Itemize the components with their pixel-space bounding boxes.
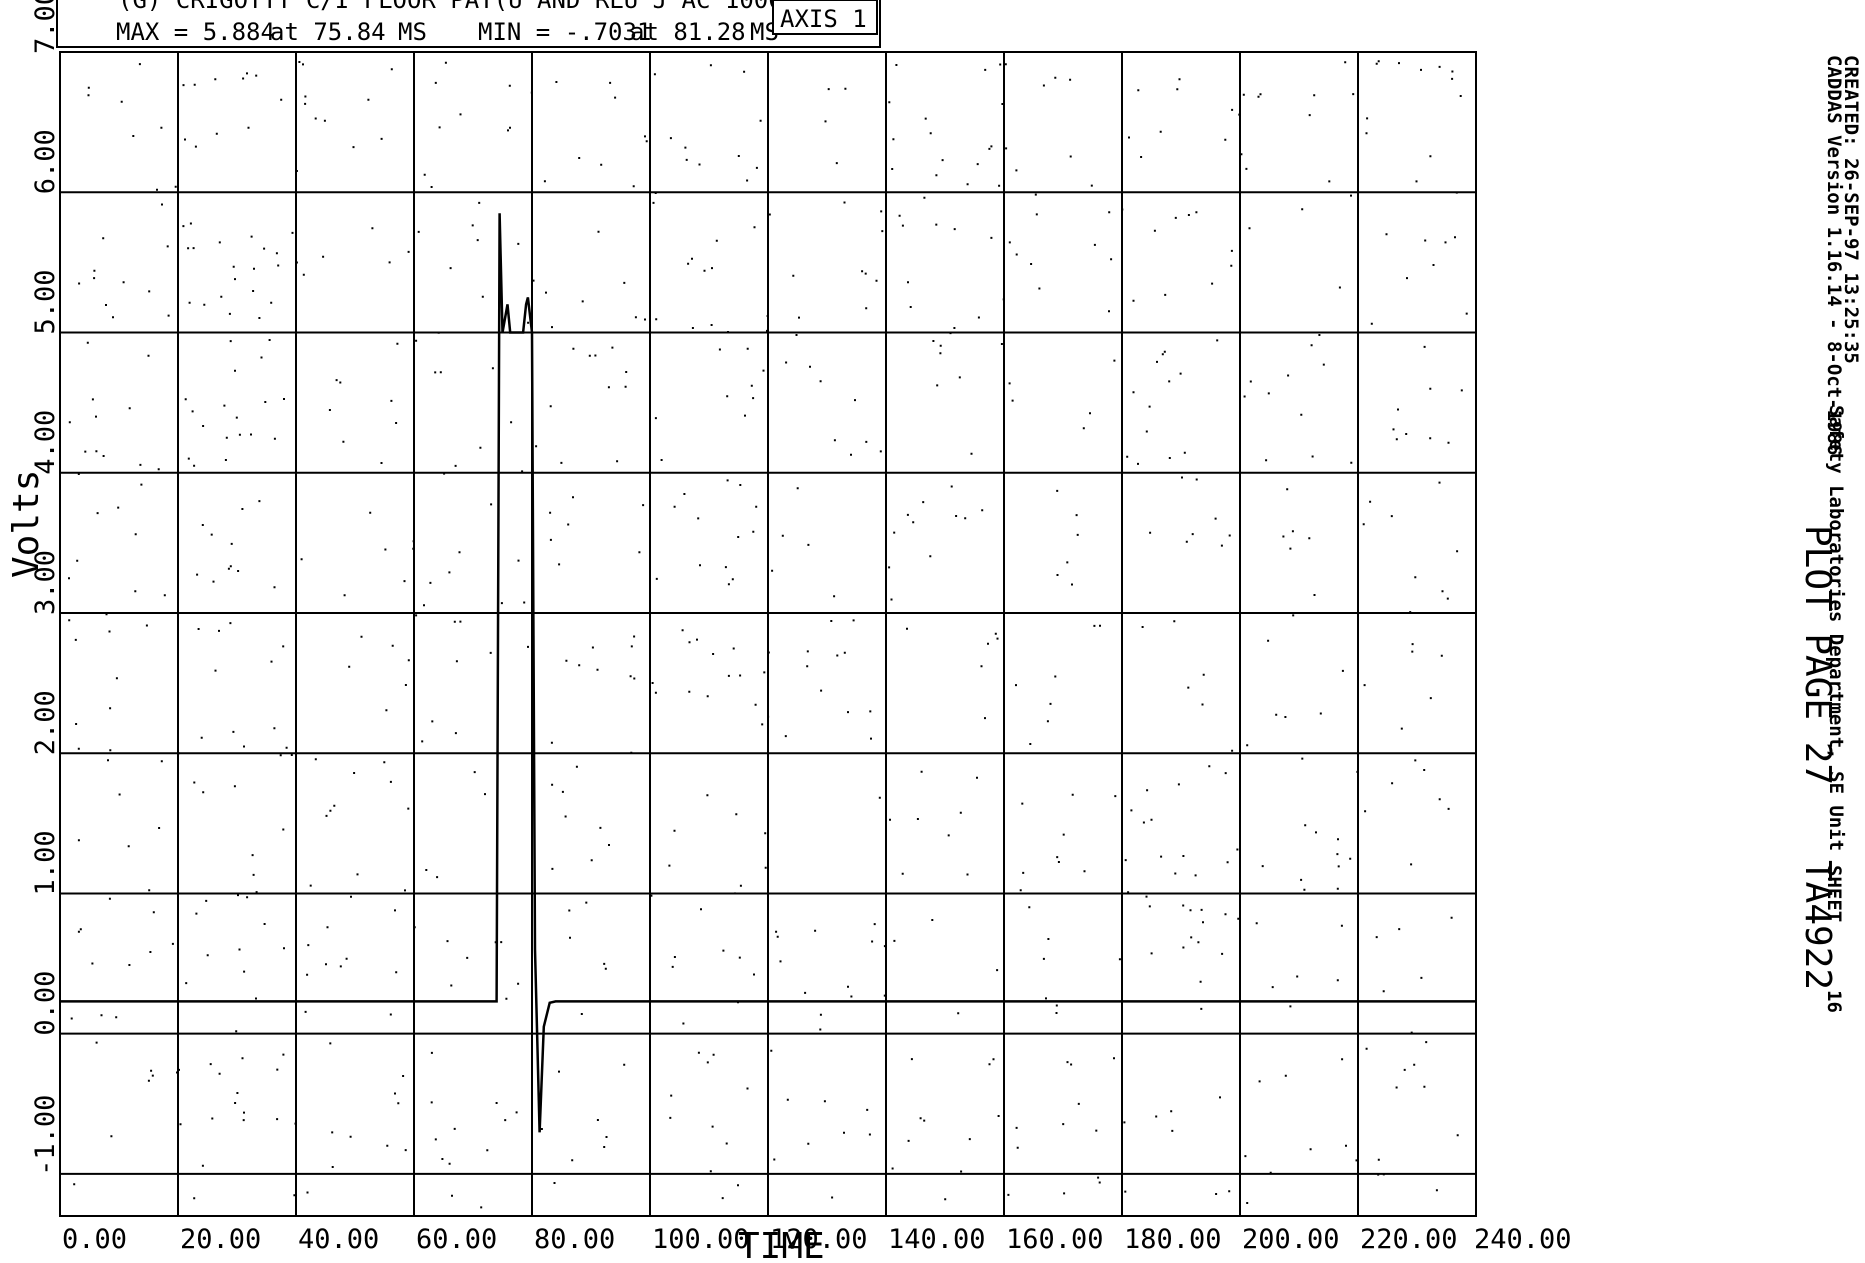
max-readout: MAX = 5.884	[116, 18, 275, 46]
axis-box	[772, 0, 878, 35]
x-tick-label: 100.00	[652, 1224, 750, 1255]
x-tick-label: 220.00	[1360, 1224, 1458, 1255]
y-tick-label: 7.00	[30, 0, 61, 54]
min-readout: MIN = -.7031	[478, 18, 651, 46]
y-tick-label: 3.00	[30, 550, 61, 615]
header-box	[56, 0, 881, 48]
x-tick-label: 240.00	[1474, 1224, 1572, 1255]
department-line: Safety Laboratories Department, SE Unit	[1825, 405, 1847, 851]
sheet-label: SHEET	[1823, 865, 1845, 922]
grid-lines	[59, 51, 1477, 1217]
x-tick-label: 140.00	[888, 1224, 986, 1255]
header-channel-line: (G) CRIGOTTT C/I FLOOR PAT(U AND RLU J A…	[118, 0, 797, 14]
y-axis-label: Volts	[6, 470, 47, 578]
x-axis-label: TIME	[738, 1226, 825, 1263]
created-line: CREATED: 26-SEP-97 13:25:35	[1840, 55, 1862, 364]
plot-page-label: PLOT PAGE 27	[1797, 525, 1838, 785]
software-line: CADDAS Version 1.16.14 - 8-Oct-1986	[1823, 55, 1845, 455]
sheet-number: 16	[1823, 990, 1845, 1013]
max-time-readout: at 75.84	[270, 18, 386, 46]
x-tick-label: 160.00	[1006, 1224, 1104, 1255]
series-line	[60, 213, 1476, 1133]
x-tick-label: 40.00	[298, 1224, 379, 1255]
y-tick-label: 6.00	[30, 129, 61, 194]
x-tick-label: 180.00	[1124, 1224, 1222, 1255]
y-tick-labels: -1.00 0.00 1.00 2.00 3.00 4.00 5.00 6.00 7.00	[30, 0, 61, 1176]
x-tick-labels: 0.00 20.00 40.00 60.00 80.00 100.00 120.00 140.…	[62, 1224, 1572, 1255]
y-tick-label: -1.00	[30, 1095, 61, 1176]
series-group	[60, 213, 1476, 1133]
y-tick-label: 4.00	[30, 410, 61, 475]
x-tick-label: 0.00	[62, 1224, 127, 1255]
y-tick-label: 0.00	[30, 971, 61, 1036]
x-tick-label: 80.00	[534, 1224, 615, 1255]
min-time-readout: at 81.28	[630, 18, 746, 46]
x-tick-label: 120.00	[770, 1224, 868, 1255]
test-id: TA4922	[1797, 860, 1838, 990]
y-tick-label: 5.00	[30, 269, 61, 334]
x-tick-label: 200.00	[1242, 1224, 1340, 1255]
x-tick-label: 20.00	[180, 1224, 261, 1255]
max-unit: MS	[398, 18, 427, 46]
y-tick-label: 1.00	[30, 830, 61, 895]
y-tick-label: 2.00	[30, 690, 61, 755]
x-tick-label: 60.00	[416, 1224, 497, 1255]
axis-box-label: AXIS 1	[780, 5, 867, 33]
